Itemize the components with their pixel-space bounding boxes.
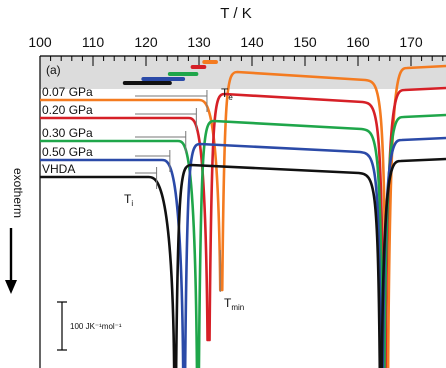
x-tick-label: 120: [134, 34, 158, 50]
x-tick-label: 160: [346, 34, 370, 50]
curves: [40, 64, 446, 368]
t-i-label: Ti: [124, 192, 133, 208]
series-label: VHDA: [42, 162, 75, 176]
series-curve: [40, 157, 446, 368]
series-label: 0.20 GPa: [42, 103, 93, 117]
exotherm-label: exotherm: [11, 168, 25, 218]
exotherm-arrow-head: [5, 280, 17, 294]
x-tick-labels: 100 110 120 130 140 150 160 170: [28, 34, 423, 50]
onset-markers: [135, 90, 221, 292]
series-label: 0.30 GPa: [42, 126, 93, 140]
series-label: 0.07 GPa: [42, 85, 93, 99]
series-labels: 0.07 GPa 0.20 GPa 0.30 GPa 0.50 GPa VHDA: [42, 85, 93, 176]
range-bars: [122, 60, 218, 85]
panel-label: (a): [46, 63, 61, 77]
x-ticks: [39, 56, 444, 66]
x-tick-label: 150: [293, 34, 317, 50]
x-tick-label: 170: [399, 34, 423, 50]
scale-bar-label: 100 JK⁻¹mol⁻¹: [70, 322, 122, 331]
x-tick-label: 100: [28, 34, 52, 50]
x-tick-label: 130: [187, 34, 211, 50]
t-min-label: Tmin: [224, 296, 244, 312]
x-tick-label: 140: [240, 34, 264, 50]
t-e-label: Te: [221, 86, 233, 102]
series-label: 0.50 GPa: [42, 145, 93, 159]
x-axis-title: T / K: [220, 5, 251, 22]
x-tick-label: 110: [82, 34, 105, 50]
